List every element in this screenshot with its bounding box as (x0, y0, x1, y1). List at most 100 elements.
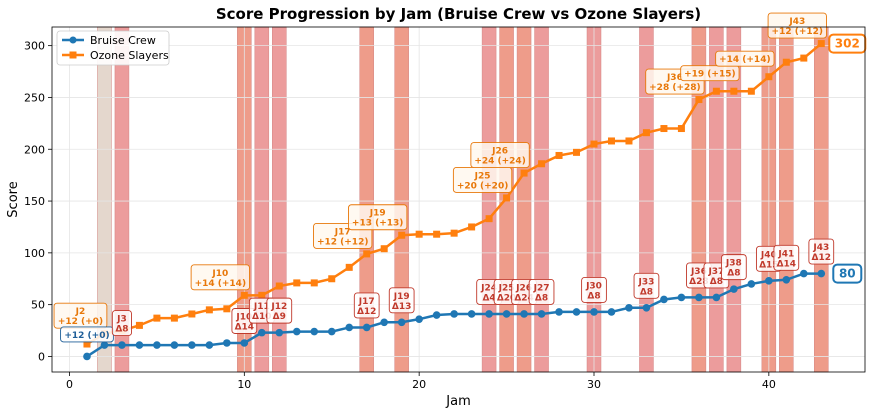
data-point (310, 327, 319, 336)
data-point (397, 318, 406, 327)
x-tick-label: 10 (237, 378, 251, 391)
data-point (135, 341, 144, 349)
data-point (502, 310, 511, 318)
data-point (712, 87, 720, 95)
annotation-text: J19 (393, 292, 410, 302)
y-tick-label: 300 (24, 40, 45, 53)
legend-frame (56, 30, 170, 66)
annotation-text: J3 (116, 315, 127, 325)
data-point (520, 169, 528, 177)
orange-annotation: +14 (+14) (715, 50, 775, 67)
shaded-jam-41 (779, 26, 794, 373)
shaded-jam-17 (359, 26, 374, 373)
data-point (747, 280, 756, 288)
data-point (485, 215, 493, 223)
data-point (100, 341, 109, 349)
data-point (240, 291, 248, 299)
data-point (590, 308, 598, 316)
annotation-text: J19 (369, 209, 386, 219)
orange-annotation: J26+24 (+24) (470, 142, 530, 169)
y-tick-label: 150 (24, 195, 45, 208)
data-point (712, 293, 721, 302)
chart-title: Score Progression by Jam (Bruise Crew vs… (216, 5, 701, 23)
data-point (118, 341, 126, 349)
data-point (485, 310, 493, 318)
data-point (223, 339, 231, 347)
annotation-text: +14 (+14) (195, 279, 247, 289)
end-label: 302 (828, 33, 867, 54)
data-point (677, 293, 686, 302)
annotation-text: Δ4 (482, 293, 495, 303)
data-point (573, 148, 581, 156)
y-tick-label: 50 (31, 299, 45, 312)
data-point (642, 129, 650, 137)
data-point (695, 96, 703, 104)
data-point (642, 303, 651, 312)
annotation-text: +20 (+20) (457, 181, 509, 191)
annotation-text: +12 (+12) (772, 27, 824, 37)
data-point (432, 311, 441, 319)
annotation-text: J43 (812, 243, 829, 253)
annotation-text: +12 (+12) (317, 237, 369, 247)
data-point (625, 137, 633, 145)
data-point (537, 310, 546, 318)
end-label-box (832, 263, 863, 284)
annotation-text: J25 (474, 171, 491, 181)
annotation-box (353, 292, 380, 319)
annotation-text: Δ8 (710, 277, 723, 287)
legend-label: Bruise Crew (90, 34, 156, 47)
data-point (153, 341, 161, 349)
annotation-text: J25 (498, 283, 515, 293)
annotation-box (348, 204, 408, 231)
shaded-jam-43 (814, 26, 829, 373)
orange-annotation: J25+20 (+20) (452, 166, 513, 193)
grid-layer (52, 27, 865, 372)
orange-annotation: J10+14 (+14) (190, 264, 250, 291)
data-point (660, 295, 668, 304)
annotation-text: J30 (585, 281, 602, 291)
annotation-box (470, 142, 530, 169)
data-point (328, 275, 336, 283)
orange-annotation: J2+12 (+0) (53, 302, 108, 329)
data-point (258, 291, 266, 299)
data-point (590, 140, 598, 148)
legend-swatch-marker (69, 36, 77, 44)
data-point (660, 125, 668, 133)
annotation-text: J33 (638, 277, 655, 287)
data-point (310, 279, 318, 287)
data-point (205, 306, 213, 314)
data-point (188, 310, 196, 318)
orange-annotation: J43+12 (+12) (767, 12, 827, 39)
annotation-box (111, 310, 132, 337)
data-point (817, 40, 825, 48)
data-point (607, 308, 616, 316)
data-point (555, 308, 563, 316)
annotation-text: +19 (+15) (684, 70, 736, 80)
data-point (503, 194, 511, 202)
orange-annotation: J19+13 (+13) (348, 204, 408, 231)
data-point (467, 310, 476, 318)
y-tick-label: 200 (24, 143, 45, 156)
data-point (135, 321, 143, 329)
legend-swatch-marker (69, 51, 77, 59)
data-point (695, 293, 703, 302)
data-point (345, 323, 354, 332)
annotation-text: Δ8 (640, 287, 653, 297)
annotation-text: Δ8 (535, 293, 548, 303)
plot-frame (51, 26, 866, 373)
data-point (415, 315, 423, 323)
orange-annotation: +19 (+15) (680, 65, 740, 82)
annotation-text: J37 (707, 267, 724, 277)
annotation-text: J2 (75, 307, 86, 317)
annotation-text: Δ10 (252, 312, 272, 322)
annotation-box (808, 238, 835, 265)
annotation-text: Δ8 (727, 269, 740, 279)
annotation-text: J17 (358, 297, 375, 307)
data-point (730, 87, 738, 95)
